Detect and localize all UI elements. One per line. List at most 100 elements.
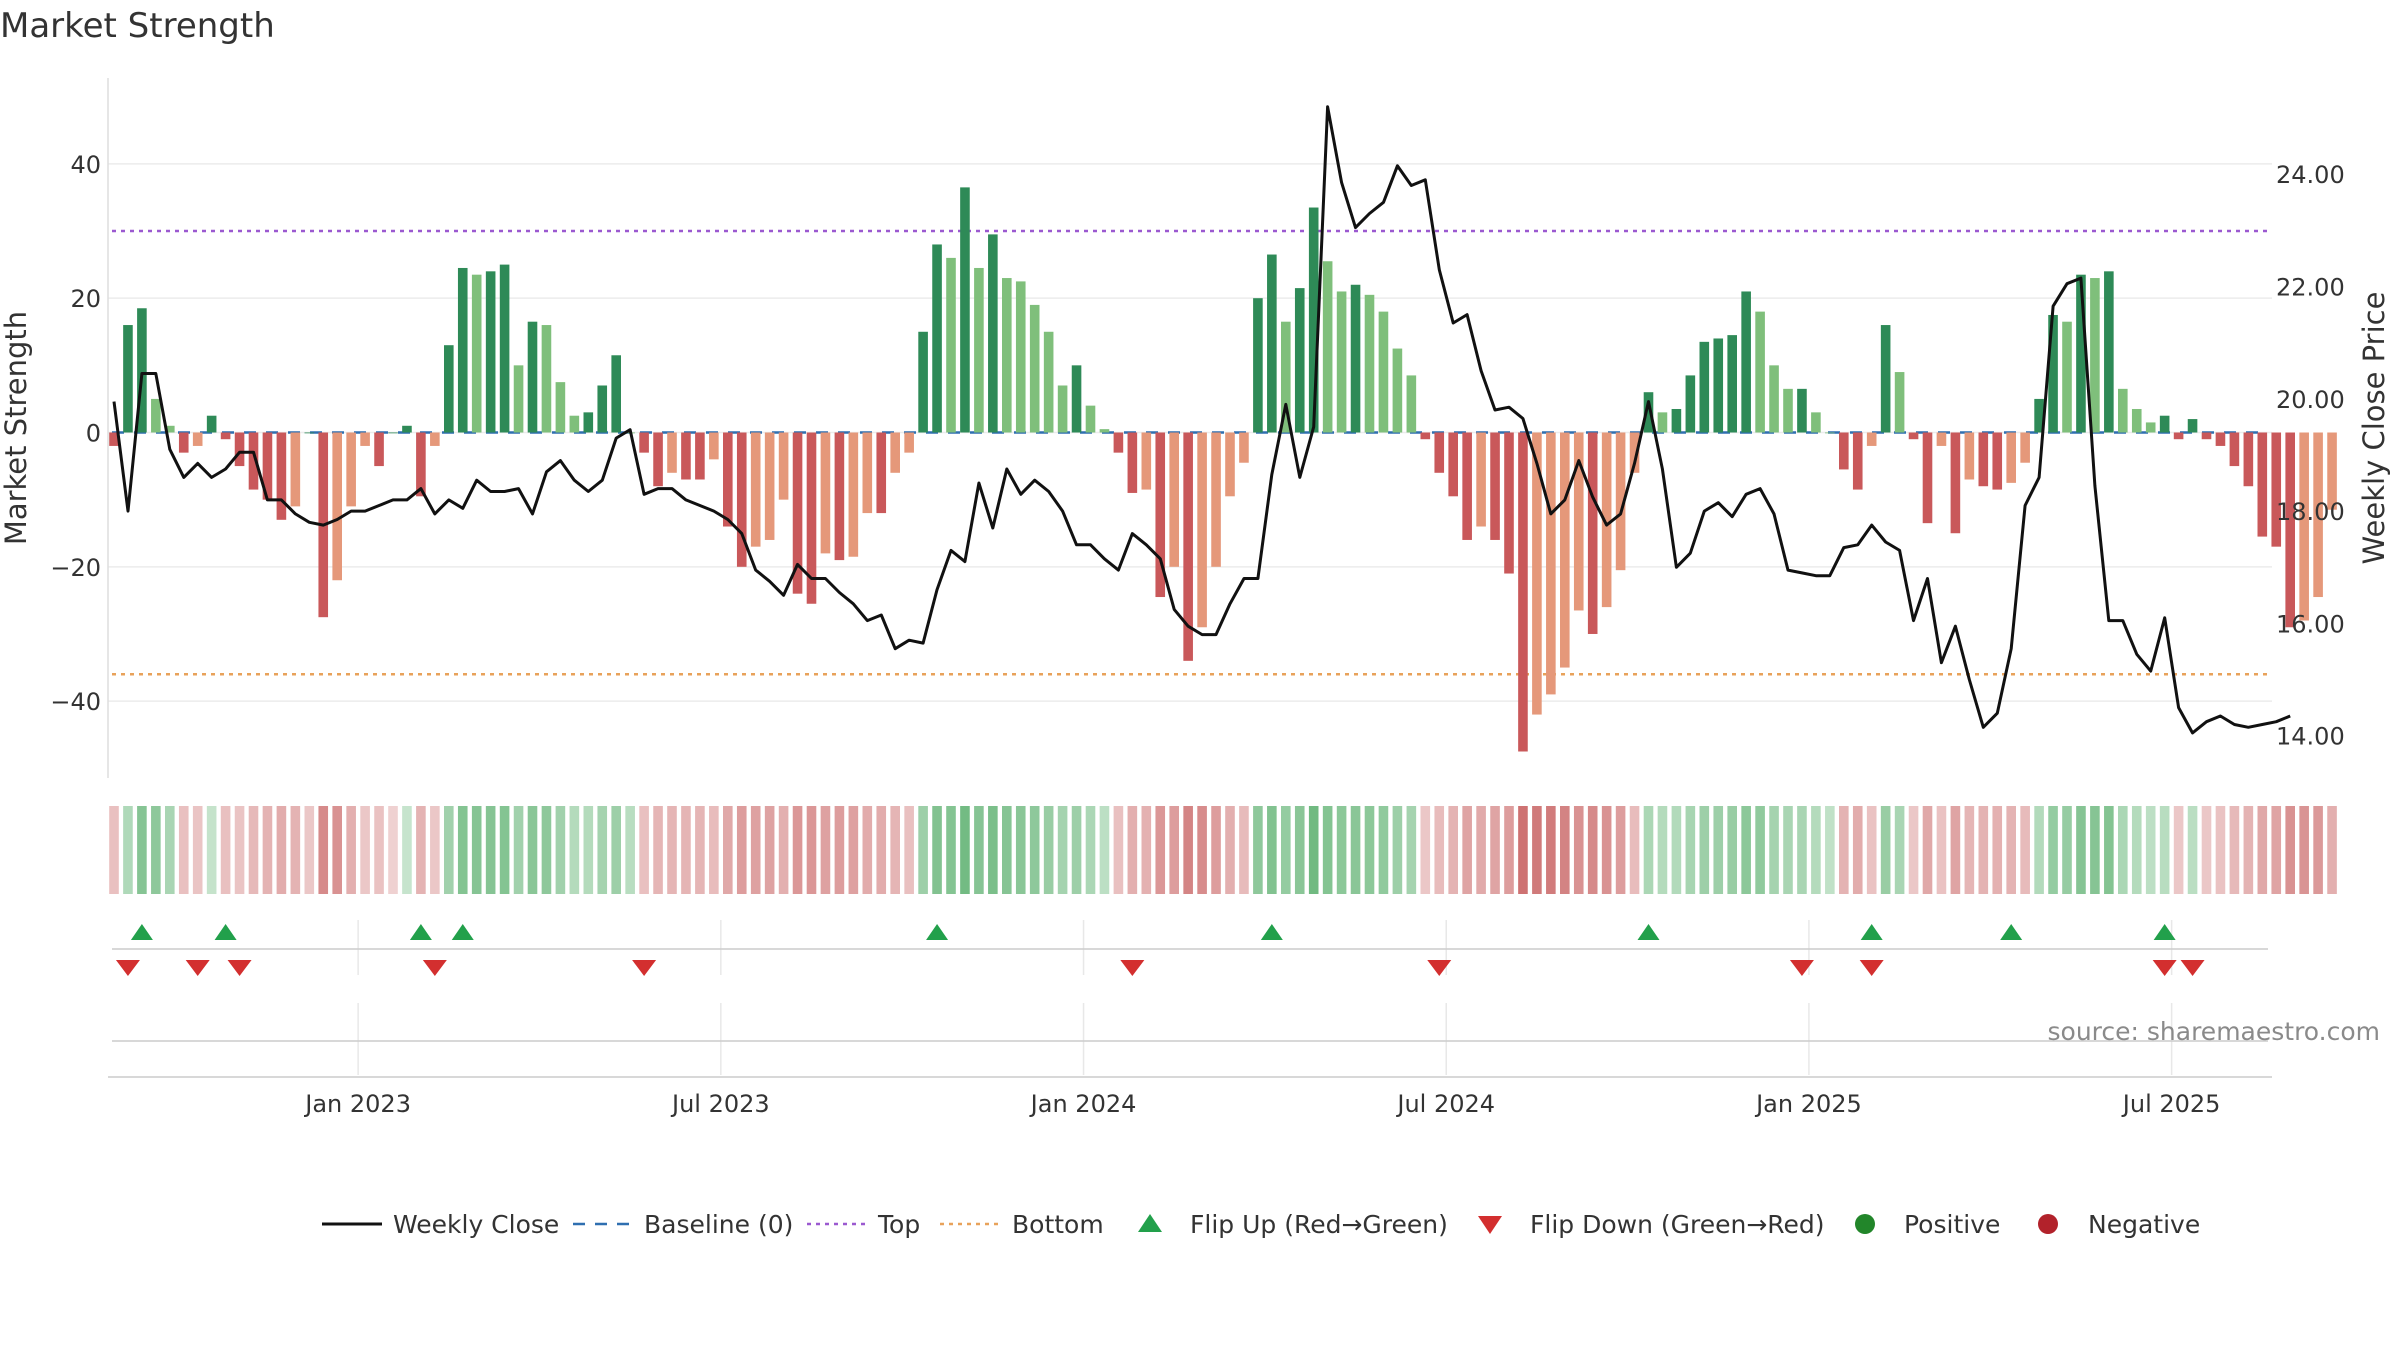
strength-bar <box>848 432 859 557</box>
regime-cell <box>736 806 747 894</box>
regime-strip <box>109 806 2337 894</box>
strength-bar <box>1866 432 1877 446</box>
regime-cell <box>1978 806 1989 894</box>
regime-cell <box>597 806 608 894</box>
regime-cell <box>1336 806 1347 894</box>
regime-cell <box>1894 806 1905 894</box>
strength-bar <box>1769 365 1779 433</box>
strength-bar <box>1755 311 1765 433</box>
strength-bar <box>1685 375 1696 433</box>
strength-bar <box>1336 291 1347 433</box>
regime-cell <box>974 806 984 894</box>
regime-cell <box>764 806 775 894</box>
regime-cell <box>1420 806 1431 894</box>
x-tick-label: Jan 2025 <box>1754 1090 1862 1118</box>
strength-bar <box>1267 254 1277 433</box>
flip-down-marker <box>2180 960 2205 976</box>
strength-bar <box>1085 405 1096 433</box>
regime-cell <box>1922 806 1933 894</box>
regime-cell <box>2243 806 2254 894</box>
strength-bar <box>1127 432 1138 493</box>
flip-up-marker <box>1860 924 1883 940</box>
regime-cell <box>1769 806 1779 894</box>
regime-cell <box>402 806 412 894</box>
regime-cell <box>1713 806 1724 894</box>
strength-bar <box>1057 385 1068 433</box>
legend-label-bottom: Bottom <box>1012 1210 1104 1239</box>
strength-bar <box>1852 432 1863 490</box>
strength-bar <box>1992 432 2003 490</box>
y2-tick-label: 20.00 <box>2276 386 2345 414</box>
strength-bar <box>2313 432 2323 598</box>
regime-cell <box>2327 806 2337 894</box>
regime-cell <box>681 806 691 894</box>
strength-bar <box>471 274 482 433</box>
strength-bar <box>1462 432 1472 540</box>
regime-cell <box>485 806 496 894</box>
regime-cell <box>374 806 384 894</box>
regime-cell <box>1281 806 1291 894</box>
x-tick-label: Jul 2023 <box>670 1090 770 1118</box>
regime-cell <box>1113 806 1124 894</box>
strength-bar <box>1518 432 1528 752</box>
strength-bars <box>109 187 2337 752</box>
strength-bar <box>2215 432 2226 446</box>
x-tick-label: Jan 2024 <box>1029 1090 1137 1118</box>
legend-label-positive: Positive <box>1904 1210 2000 1239</box>
regime-cell <box>2076 806 2086 894</box>
regime-cell <box>1657 806 1668 894</box>
strength-bar <box>1797 388 1807 433</box>
y-tick-label: −20 <box>50 554 101 582</box>
strength-bar <box>1587 432 1598 634</box>
strength-bar <box>374 432 384 467</box>
regime-cell <box>834 806 845 894</box>
strength-bar <box>290 432 301 507</box>
legend-item-flip-up: Flip Up (Red→Green) <box>1138 1210 1448 1239</box>
strength-bar <box>1002 278 1012 433</box>
regime-cell <box>1043 806 1054 894</box>
regime-cell <box>625 806 635 894</box>
regime-cell <box>1825 806 1835 894</box>
strength-bar <box>1713 338 1724 433</box>
strength-bar <box>1560 432 1570 668</box>
regime-cell <box>206 806 217 894</box>
legend-item-negative: Negative <box>2038 1210 2200 1239</box>
regime-cell <box>513 806 524 894</box>
strength-bar <box>1880 325 1891 433</box>
strength-bar <box>457 267 468 433</box>
strength-bar <box>667 432 677 473</box>
strength-bar <box>946 257 956 433</box>
y-tick-label: −40 <box>50 688 101 716</box>
regime-cell <box>1880 806 1891 894</box>
strength-bar <box>1183 432 1193 661</box>
legend-item-bottom: Bottom <box>940 1210 1104 1239</box>
strength-bar <box>178 432 189 453</box>
regime-cell <box>2020 806 2030 894</box>
strength-bar <box>220 432 231 440</box>
flip-markers <box>115 924 2205 976</box>
strength-bar <box>862 432 873 514</box>
regime-cell <box>1518 806 1528 894</box>
strength-bar <box>750 432 761 547</box>
y2-tick-label: 16.00 <box>2276 610 2345 638</box>
source-note: source: sharemaestro.com <box>2048 1017 2381 1046</box>
strength-bar <box>806 432 817 604</box>
strength-bar <box>1029 304 1040 433</box>
regime-cell <box>1866 806 1877 894</box>
regime-cell <box>1029 806 1040 894</box>
regime-cell <box>541 806 552 894</box>
x-tick-label: Jul 2025 <box>2121 1090 2221 1118</box>
strength-bar <box>137 308 147 433</box>
strength-bar <box>1364 294 1375 433</box>
regime-cell <box>1546 806 1556 894</box>
strength-bar <box>276 432 287 520</box>
regime-cell <box>1308 806 1319 894</box>
strength-bar <box>2243 432 2254 487</box>
strength-bar <box>1197 432 1207 628</box>
regime-cell <box>1267 806 1277 894</box>
regime-cell <box>1015 806 1026 894</box>
regime-cell <box>2299 806 2309 894</box>
strength-bar <box>499 264 510 433</box>
regime-cell <box>165 806 175 894</box>
regime-cell <box>932 806 942 894</box>
